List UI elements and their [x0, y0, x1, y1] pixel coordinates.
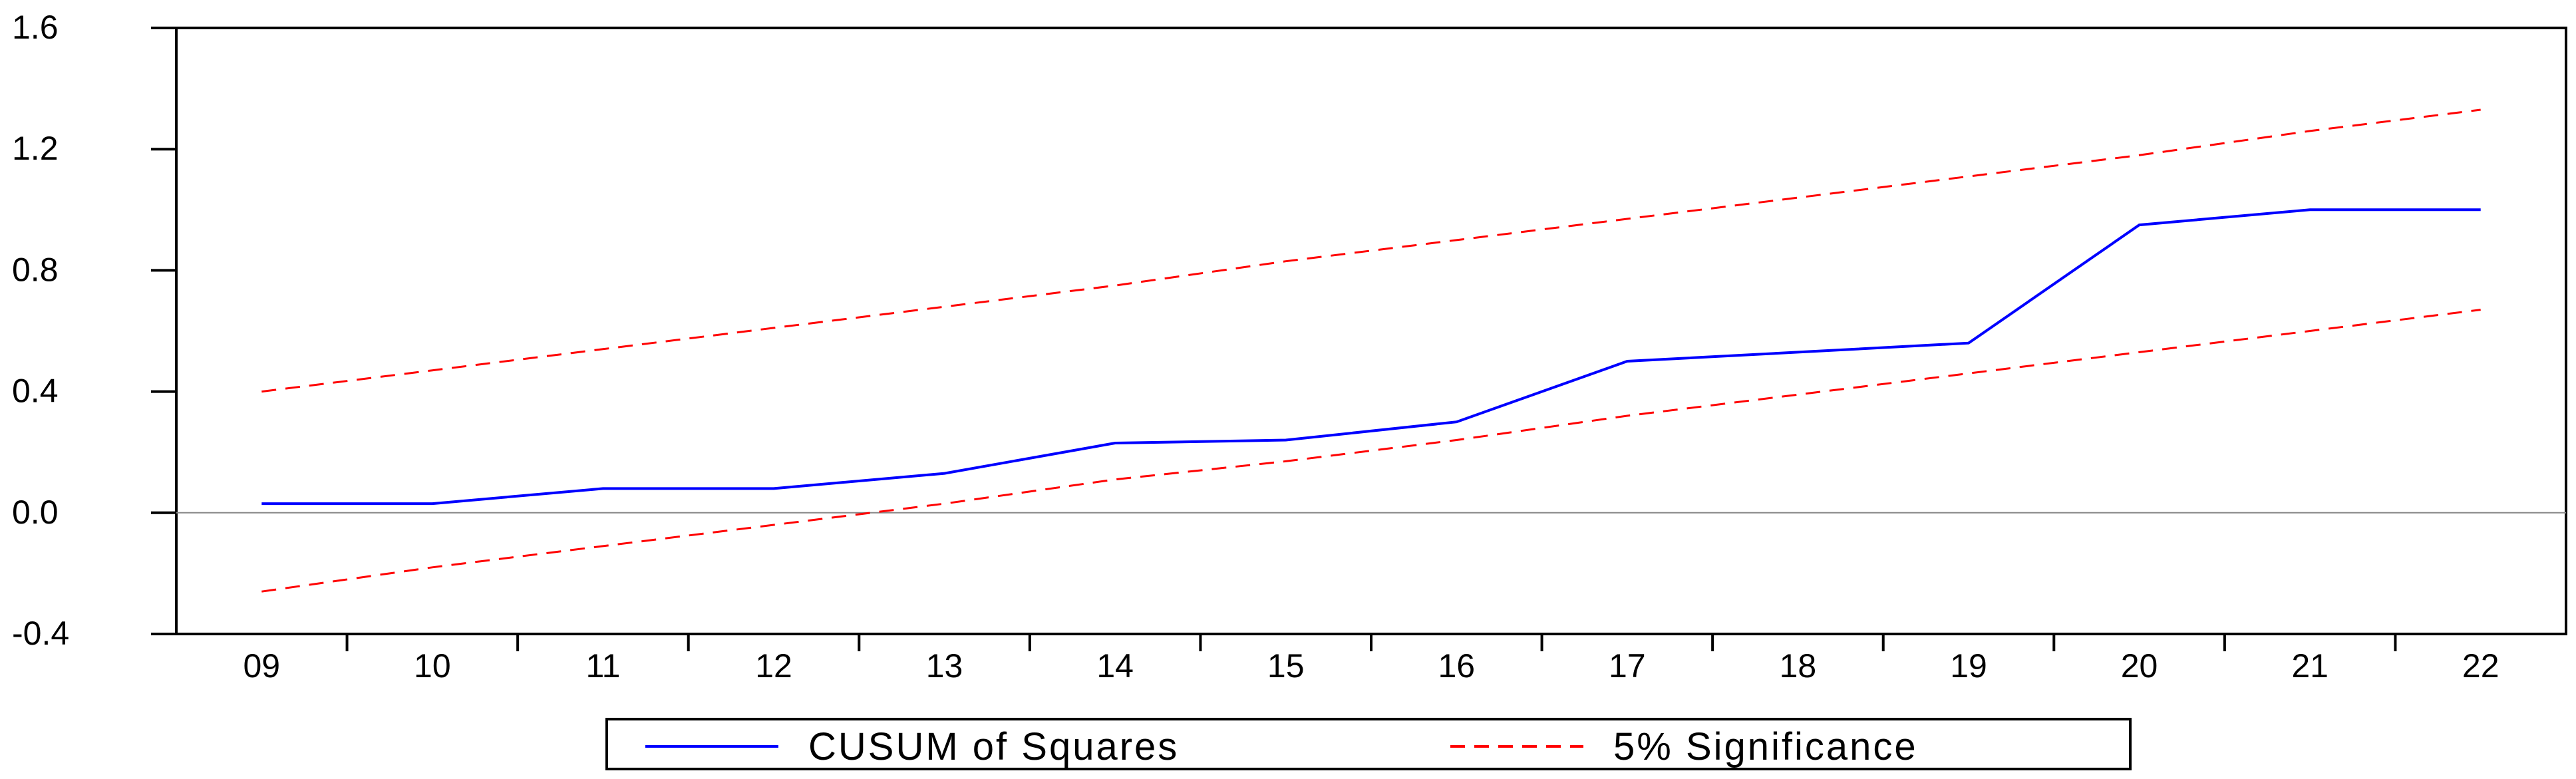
x-tick-label: 17	[1609, 647, 1646, 685]
legend-significance-label: 5% Significance	[1613, 725, 1918, 768]
x-tick-label: 22	[2462, 647, 2499, 685]
y-tick-label: 0.8	[12, 251, 59, 288]
legend-box	[605, 718, 2132, 770]
x-tick-label: 11	[585, 647, 620, 685]
plot-area-frame	[175, 27, 2567, 635]
x-tick-label: 13	[926, 647, 963, 685]
y-tick-label: 0.0	[12, 494, 59, 531]
x-tick-label: 09	[243, 647, 280, 685]
upper-significance-line	[261, 108, 2481, 393]
legend-cusum-label: CUSUM of Squares	[808, 725, 1179, 768]
x-tick-label: 20	[2121, 647, 2158, 685]
lower-significance-line	[261, 309, 2481, 593]
y-tick-label: 1.2	[12, 130, 59, 167]
x-tick-label: 19	[1950, 647, 1987, 685]
x-tick-label: 10	[414, 647, 451, 685]
x-tick-label: 21	[2291, 647, 2329, 685]
x-tick-label: 15	[1267, 647, 1305, 685]
x-tick-label: 12	[755, 647, 792, 685]
x-tick-label: 14	[1096, 647, 1134, 685]
x-tick-label: 16	[1438, 647, 1475, 685]
cusum-squares-line	[261, 208, 2481, 506]
y-tick-label: -0.4	[12, 615, 69, 652]
y-tick-label: 0.4	[12, 373, 59, 410]
y-tick-label: 1.6	[12, 9, 59, 46]
x-tick-label: 18	[1780, 647, 1817, 685]
